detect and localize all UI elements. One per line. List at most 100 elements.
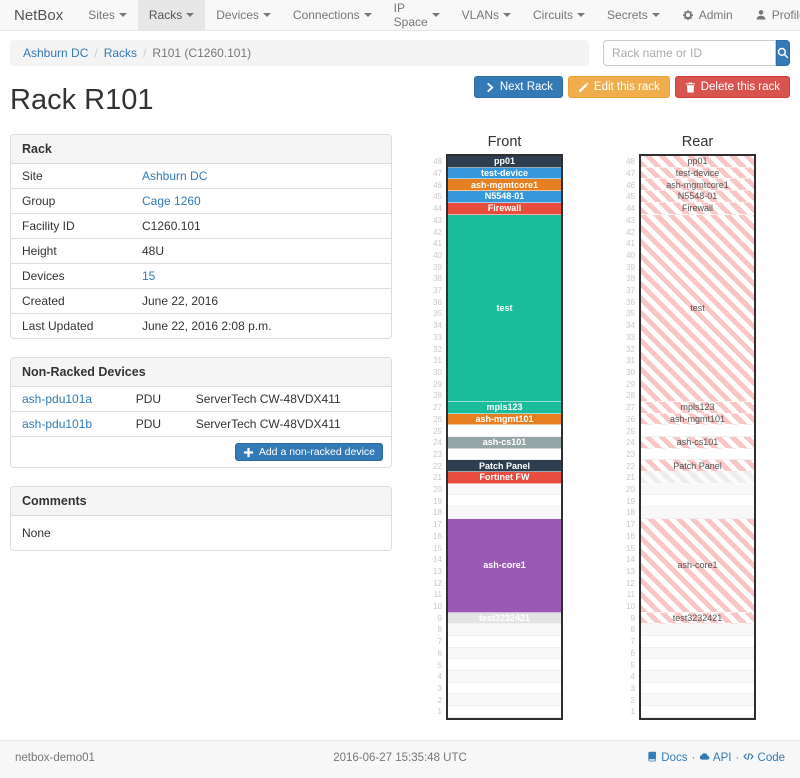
rack-unit-slot[interactable]: [448, 507, 561, 519]
rack-unit-slot[interactable]: [448, 624, 561, 636]
rack-device-n5548-01[interactable]: N5548-01: [448, 191, 561, 203]
rack-unit-slot[interactable]: [641, 659, 754, 671]
device-name-link[interactable]: ash-pdu101a: [22, 392, 93, 406]
rack-device-pp01[interactable]: pp01: [641, 156, 754, 168]
rack-unit-slot[interactable]: [448, 495, 561, 508]
rack-device-mpls123[interactable]: mpls123: [641, 401, 754, 414]
rack-device-n5548-01[interactable]: N5548-01: [641, 191, 754, 203]
rack-unit-slot[interactable]: [641, 636, 754, 648]
rack-device-firewall[interactable]: Firewall: [641, 202, 754, 215]
navbar-profile-button[interactable]: Profile: [744, 0, 800, 30]
rack-unit-number: 9: [437, 613, 442, 623]
rack-attr-value: Ashburn DC: [131, 164, 391, 189]
rack-unit-number: 27: [626, 403, 635, 413]
rack-unit-number: 39: [433, 262, 442, 272]
breadcrumb-item-0[interactable]: Ashburn DC: [23, 46, 89, 60]
rack-device-test-device[interactable]: test-device: [448, 167, 561, 180]
edit-rack-label: Edit this rack: [593, 81, 660, 93]
rack-attr-label: Site: [22, 169, 43, 183]
rack-unit-number: 30: [626, 368, 635, 377]
rack-unit-slot[interactable]: [448, 706, 561, 718]
rack-unit-number: 23: [433, 449, 442, 459]
delete-rack-button[interactable]: Delete this rack: [674, 76, 790, 98]
nav-item-connections[interactable]: Connections: [282, 0, 383, 30]
rack-device-mpls123[interactable]: mpls123: [448, 401, 561, 414]
rack-unit-slot[interactable]: [641, 495, 754, 508]
rack-device-test[interactable]: test: [641, 214, 754, 402]
rack-unit-slot[interactable]: [448, 425, 561, 437]
rack-unit-slot[interactable]: [641, 647, 754, 660]
rack-unit-number: 14: [433, 555, 442, 565]
rack-device-ash-mgmt101[interactable]: ash-mgmt101: [448, 413, 561, 426]
rack-device-test3232421[interactable]: test3232421: [641, 612, 754, 625]
app-brand[interactable]: NetBox: [14, 6, 64, 24]
nav-item-devices[interactable]: Devices: [205, 0, 282, 30]
rack-unit-slot[interactable]: [641, 507, 754, 519]
rack-unit-slot[interactable]: [448, 683, 561, 695]
rack-unit-slot[interactable]: [641, 670, 754, 683]
add-non-racked-device-button[interactable]: Add a non-racked device: [234, 443, 383, 461]
rack-unit-slot[interactable]: [448, 636, 561, 648]
device-name-link[interactable]: ash-pdu101b: [22, 417, 93, 431]
rack-unit-slot[interactable]: [641, 449, 754, 461]
rack-unit-slot[interactable]: [448, 694, 561, 707]
nav-item-racks[interactable]: Racks: [137, 0, 206, 30]
rack-device-ash-core1[interactable]: ash-core1: [641, 518, 754, 613]
rack-unit-number: 9: [630, 613, 635, 623]
rack-unit-slot[interactable]: [448, 659, 561, 671]
rack-unit-slot[interactable]: [448, 647, 561, 660]
rack-unit-slot[interactable]: [448, 670, 561, 683]
non-racked-devices-title: Non-Racked Devices: [11, 358, 391, 387]
rack-device-patch-panel[interactable]: Patch Panel: [641, 460, 754, 473]
rack-attr-value-text: 48U: [142, 244, 165, 258]
rack-device-ash-mgmtcore1[interactable]: ash-mgmtcore1: [448, 179, 561, 192]
rack-device-fortinet-fw[interactable]: Fortinet FW: [448, 472, 561, 484]
nav-item-sites[interactable]: Sites: [77, 0, 138, 30]
rear-rack-box: pp01 test-device ash-mgmtcore1 N5548-01 Fire…: [639, 154, 756, 720]
nav-item-circuits[interactable]: Circuits: [522, 0, 596, 30]
rack-attr-value-text: June 22, 2016 2:08 p.m.: [142, 319, 272, 333]
navbar-admin-button[interactable]: Admin: [671, 0, 744, 30]
rack-device-fortinet-fw[interactable]: [641, 472, 754, 484]
rack-device-ash-mgmtcore1[interactable]: ash-mgmtcore1: [641, 179, 754, 192]
nav-item-vlans[interactable]: VLANs: [451, 0, 522, 30]
rack-unit-slot[interactable]: [641, 483, 754, 496]
search-button[interactable]: [776, 40, 790, 66]
rack-device-test[interactable]: test: [448, 214, 561, 402]
rack-attr-value: June 22, 2016 2:08 p.m.: [131, 313, 391, 338]
rack-device-test-device[interactable]: test-device: [641, 167, 754, 180]
rack-unit-number: 18: [433, 508, 442, 518]
rack-attr-value-text[interactable]: Ashburn DC: [142, 169, 208, 183]
rack-unit-number: 10: [433, 602, 442, 612]
rack-device-test3232421[interactable]: test3232421: [448, 612, 561, 625]
rack-unit-number: 14: [626, 555, 635, 565]
next-rack-button[interactable]: Next Rack: [473, 76, 563, 98]
rack-device-ash-cs101[interactable]: ash-cs101: [448, 437, 561, 449]
rack-device-pp01[interactable]: pp01: [448, 156, 561, 168]
footer-link-separator: ·: [691, 751, 696, 764]
rack-device-ash-mgmt101[interactable]: ash-mgmt101: [641, 413, 754, 426]
rack-unit-number: 32: [626, 344, 635, 354]
edit-rack-button[interactable]: Edit this rack: [567, 76, 670, 98]
rack-attr-value-text[interactable]: Cage 1260: [142, 194, 201, 208]
rack-unit-number: 3: [630, 683, 635, 693]
rack-device-patch-panel[interactable]: Patch Panel: [448, 460, 561, 473]
rack-unit-slot[interactable]: [641, 624, 754, 636]
rack-unit-slot[interactable]: [641, 683, 754, 695]
search-input[interactable]: [603, 40, 776, 66]
rack-device-ash-cs101[interactable]: ash-cs101: [641, 437, 754, 449]
breadcrumb-item-1[interactable]: Racks: [103, 46, 138, 60]
nav-item-label: Secrets: [607, 8, 648, 22]
rack-unit-slot[interactable]: [641, 425, 754, 437]
rack-attr-value-text[interactable]: 15: [142, 269, 156, 283]
rear-elevation-title: Rear: [681, 134, 714, 150]
rack-attr-row: Facility ID C1260.101: [11, 213, 391, 239]
rack-unit-slot[interactable]: [641, 706, 754, 718]
rack-device-firewall[interactable]: Firewall: [448, 202, 561, 215]
nav-item-ip-space[interactable]: IP Space: [383, 0, 451, 30]
rack-unit-slot[interactable]: [448, 449, 561, 461]
rack-unit-slot[interactable]: [641, 694, 754, 707]
rack-device-ash-core1[interactable]: ash-core1: [448, 518, 561, 613]
rack-unit-slot[interactable]: [448, 483, 561, 496]
nav-item-secrets[interactable]: Secrets: [596, 0, 671, 30]
